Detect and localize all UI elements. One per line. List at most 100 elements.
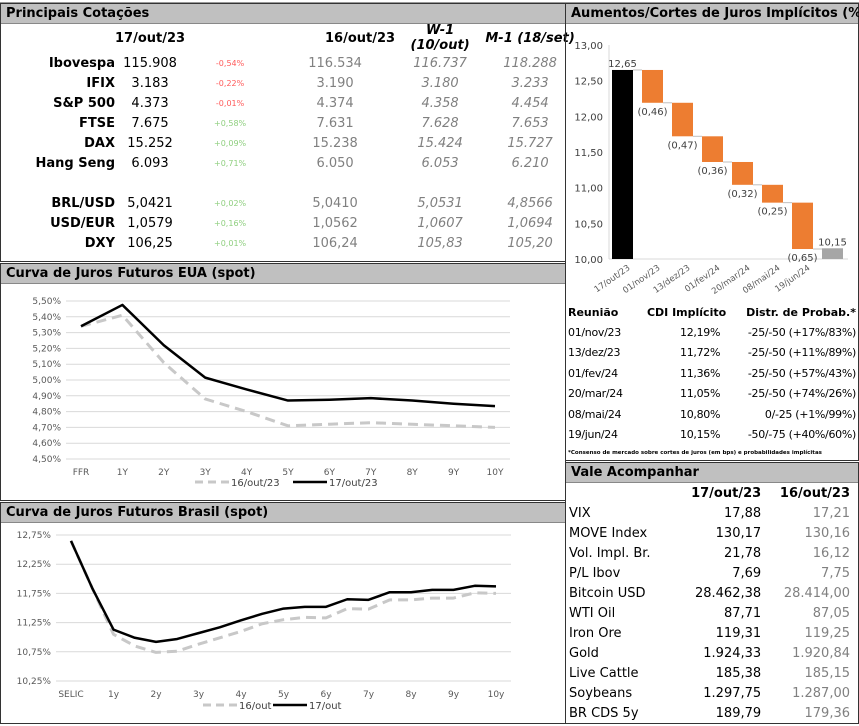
- x-tick-label: 2y: [150, 690, 162, 700]
- meeting-prob: -25/-50 (+74%/26%): [747, 387, 856, 401]
- col-header: 16/out/23: [325, 30, 396, 46]
- quote-week-ago: 6.053: [421, 155, 459, 171]
- x-tick-label: 6Y: [324, 468, 336, 478]
- quote-week-ago: 1,0607: [417, 215, 463, 231]
- quote-current: 4.373: [131, 95, 169, 111]
- meeting-row: 01/nov/23 12,19% -25/-50 (+17%/83%): [568, 322, 856, 343]
- y-tick-label: 11,50: [574, 148, 603, 159]
- y-tick-label: 10,75%: [17, 648, 52, 658]
- x-tick-label: 1y: [108, 690, 120, 700]
- x-tick-label: 4y: [235, 690, 247, 700]
- x-tick-label: 1Y: [117, 468, 129, 478]
- waterfall-bar: [792, 202, 813, 250]
- quote-previous: 116.534: [308, 55, 362, 71]
- quote-month-ago: 4.454: [511, 95, 549, 111]
- watch-previous: 119,25: [804, 625, 851, 641]
- quote-week-ago: 15.424: [417, 135, 463, 151]
- waterfall-bar: [642, 69, 663, 103]
- col-header: W-1 (10/out): [410, 23, 470, 53]
- y-tick-label: 11,25%: [17, 619, 52, 629]
- watch-previous: 7,75: [821, 565, 850, 581]
- quote-month-ago: 7.653: [511, 115, 549, 131]
- footnote: *Consenso de mercado sobre cortes de jur…: [568, 450, 822, 456]
- col-header: 16/out/23: [779, 485, 850, 501]
- watch-current: 130,17: [715, 525, 762, 541]
- quote-current: 5,0421: [127, 195, 173, 211]
- waterfall-bar: [762, 184, 783, 203]
- meeting-cdi: 10,80%: [680, 407, 721, 421]
- watch-current: 119,31: [715, 625, 762, 641]
- waterfall-bar: [672, 102, 693, 137]
- y-tick-label: 5,50%: [32, 297, 61, 307]
- legend-label: 17/out/23: [329, 478, 378, 489]
- quote-name: DXY: [84, 235, 115, 251]
- quote-previous: 3.190: [316, 75, 354, 91]
- quote-row: FTSE 7.675 +0,58% 7.631 7.628 7.653: [2, 113, 575, 133]
- quote-previous: 7.631: [316, 115, 354, 131]
- watch-row: Vol. Impl. Br. 21,78 16,12: [569, 543, 850, 563]
- legend-label: 17/out: [309, 701, 342, 712]
- watch-current: 87,71: [723, 605, 762, 621]
- waterfall-bar: [612, 69, 633, 259]
- data-label: (0,36): [697, 166, 727, 177]
- quote-name: BRL/USD: [51, 195, 115, 211]
- waterfall-title: Aumentos/Cortes de Juros Implícitos (%): [566, 4, 859, 24]
- watch-row: BR CDS 5y 189,79 179,36: [569, 703, 850, 723]
- watch-name: MOVE Index: [569, 525, 648, 541]
- watch-row: WTI Oil 87,71 87,05: [569, 603, 850, 623]
- quote-name: DAX: [84, 135, 115, 151]
- y-tick-label: 13,00: [574, 41, 603, 52]
- y-tick-label: 5,40%: [32, 313, 61, 323]
- watch-previous: 1.287,00: [792, 685, 850, 701]
- col-header: 17/out/23: [115, 30, 186, 46]
- quote-week-ago: 105,83: [417, 235, 463, 251]
- waterfall-bar: [822, 248, 843, 259]
- quote-row: Ibovespa 115.908 -0,54% 116.534 116.737 …: [2, 53, 575, 73]
- watch-previous: 28.414,00: [783, 585, 850, 601]
- br-curve-chart: 10,25% 10,75% 11,25% 11,75% 12,25% 12,75% SELI…: [17, 531, 511, 712]
- col-header: Reunião: [568, 305, 619, 319]
- meeting-date: 01/fev/24: [568, 366, 618, 380]
- watch-name: Live Cattle: [569, 665, 639, 681]
- col-header: M-1 (18/set): [485, 30, 575, 46]
- quote-name: Ibovespa: [48, 55, 115, 71]
- y-tick-label: 10,00: [574, 255, 603, 266]
- y-tick-label: 10,25%: [17, 677, 52, 687]
- watch-row: Bitcoin USD 28.462,38 28.414,00: [569, 583, 850, 603]
- quote-current: 115.908: [123, 55, 177, 71]
- quote-month-ago: 3.233: [511, 75, 549, 91]
- watch-previous: 130,16: [804, 525, 851, 541]
- watch-table: 17/out/23 16/out/23 VIX 17,88 17,21 MOVE …: [569, 483, 850, 723]
- series-line-17/out/23: [80, 303, 496, 408]
- x-tick-label: 5y: [278, 690, 290, 700]
- watch-previous: 179,36: [804, 705, 851, 721]
- quote-month-ago: 118.288: [503, 55, 557, 71]
- col-header: CDI Implícito: [646, 305, 727, 319]
- legend-label: 16/out/23: [231, 478, 280, 489]
- watch-name: VIX: [569, 505, 591, 521]
- data-label: (0,65): [787, 253, 817, 264]
- meeting-prob: -25/-50 (+57%/43%): [747, 366, 856, 380]
- quote-change: -0,01%: [215, 98, 245, 108]
- y-tick-label: 5,10%: [32, 360, 61, 370]
- quote-row: USD/EUR 1,0579 +0,16% 1,0562 1,0607 1,06…: [2, 213, 575, 233]
- quote-previous: 6.050: [316, 155, 354, 171]
- x-tick-label: 10y: [488, 690, 505, 700]
- quote-change: +0,09%: [214, 138, 247, 148]
- watch-previous: 1.920,84: [792, 645, 850, 661]
- x-tick-label: 7Y: [365, 468, 377, 478]
- y-tick-label: 12,75%: [17, 531, 52, 541]
- quote-name: S&P 500: [53, 95, 115, 111]
- meeting-cdi: 10,15%: [680, 428, 721, 442]
- watch-name: BR CDS 5y: [569, 705, 639, 721]
- quote-name: USD/EUR: [50, 215, 115, 231]
- quotes-title: Principais Cotações: [1, 4, 565, 24]
- watch-current: 1.297,75: [703, 685, 762, 701]
- watch-current: 21,78: [723, 545, 762, 561]
- series-line-16/out/23: [80, 313, 496, 429]
- waterfall-bar: [702, 136, 723, 162]
- watch-name: Gold: [569, 645, 599, 661]
- quote-previous: 4.374: [316, 95, 354, 111]
- watch-previous: 87,05: [812, 605, 850, 621]
- quote-name: IFIX: [86, 75, 115, 91]
